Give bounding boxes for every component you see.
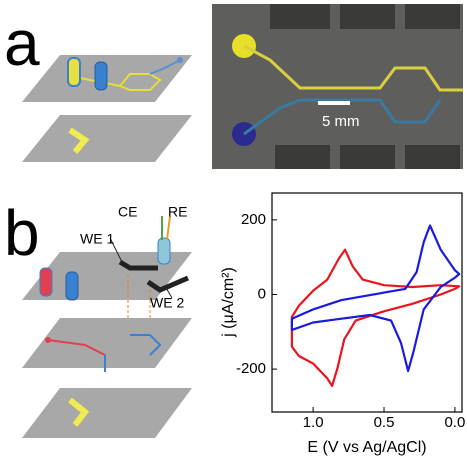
x-tick-label: 0.0	[444, 414, 465, 431]
electrode-label: RE	[168, 204, 187, 220]
x-axis-label: E (V vs Ag/AgCl)	[307, 439, 426, 456]
panel-label: b	[4, 197, 40, 269]
page: a 5 mm b	[0, 0, 467, 465]
electrode-label: WE 2	[150, 295, 184, 311]
scale-bar-label: 5 mm	[322, 113, 360, 130]
y-tick-label: -200	[236, 360, 266, 377]
x-tick-label: 0.5	[374, 414, 395, 431]
electrode-label: WE 1	[80, 231, 114, 247]
y-tick-label: 0	[258, 285, 266, 302]
y-axis-label: j (μA/cm²)	[220, 267, 237, 338]
y-tick-label: 200	[241, 211, 266, 228]
x-tick-label: 1.0	[303, 414, 324, 431]
photo: 5 mm	[212, 4, 463, 169]
figure: a 5 mm b	[0, 0, 467, 460]
electrode-label: CE	[118, 204, 137, 220]
panel-label: a	[4, 7, 40, 79]
